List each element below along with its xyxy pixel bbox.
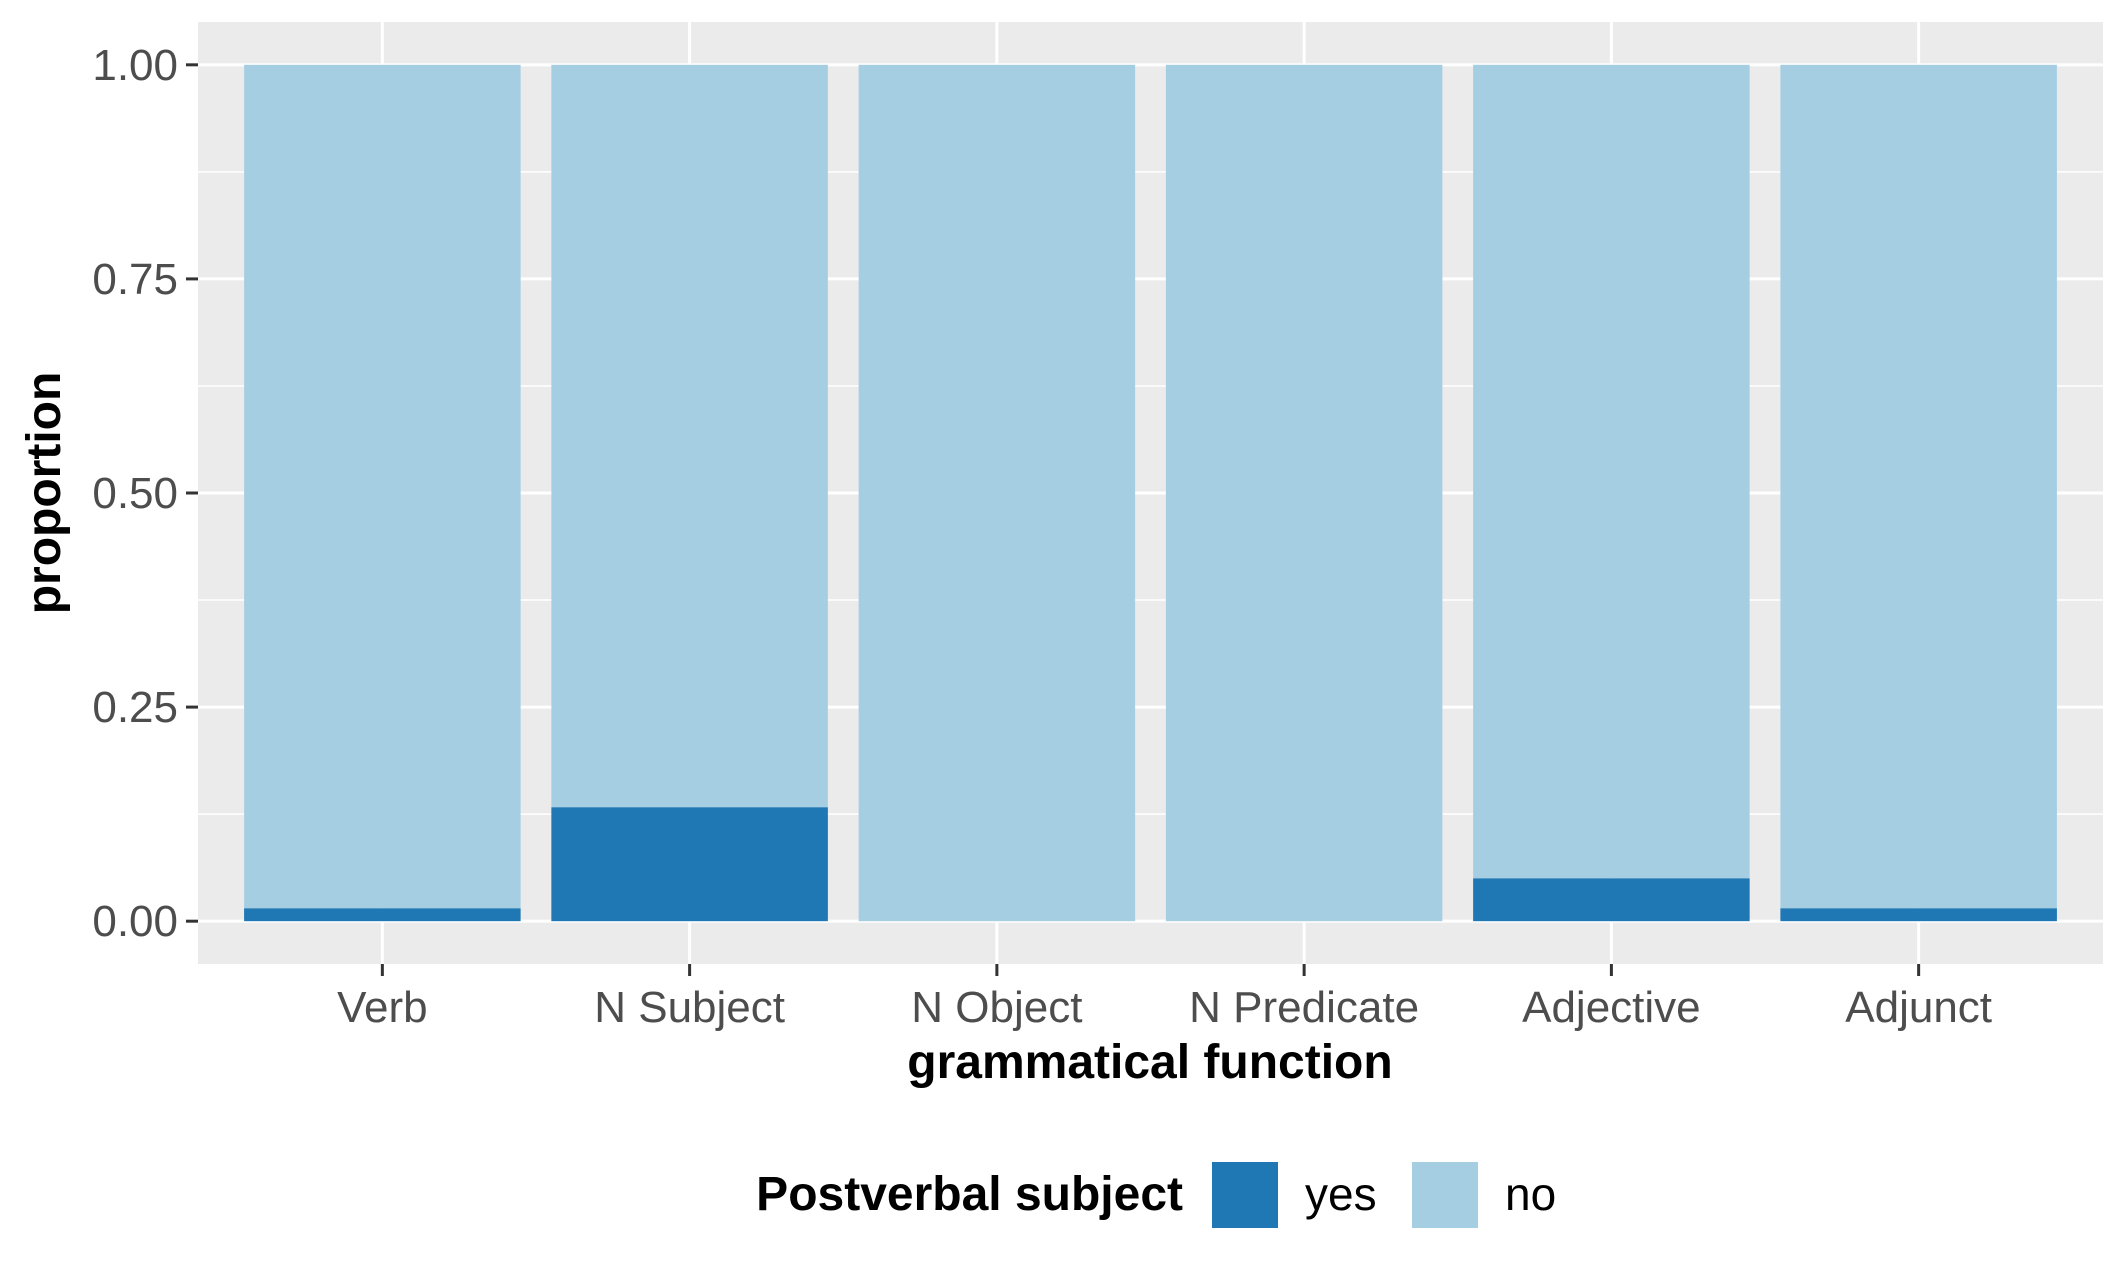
legend-swatch-no xyxy=(1412,1162,1478,1228)
y-tick-label: 0.00 xyxy=(92,897,178,946)
x-tick-label: Adjective xyxy=(1522,983,1701,1032)
x-tick-label: Verb xyxy=(337,983,428,1032)
x-tick-label: N Object xyxy=(911,983,1082,1032)
y-tick-label: 0.75 xyxy=(92,255,178,304)
bar-segment-no xyxy=(244,64,521,909)
legend: Postverbal subject yes no xyxy=(756,1162,1556,1228)
legend-swatch-yes xyxy=(1212,1162,1278,1228)
x-axis-title: grammatical function xyxy=(907,1036,1392,1089)
axes: 0.00 0.25 0.50 0.75 1.00 Verb N Subject N Objec… xyxy=(92,41,1992,1032)
legend-label-yes: yes xyxy=(1305,1168,1377,1220)
bar-segment-yes xyxy=(244,908,521,922)
bar-segment-no xyxy=(551,64,828,808)
legend-title: Postverbal subject xyxy=(756,1168,1183,1221)
y-tick-label: 0.25 xyxy=(92,683,178,732)
legend-label-no: no xyxy=(1505,1168,1556,1220)
bar-segment-yes xyxy=(1473,878,1750,922)
bar-segment-no xyxy=(858,64,1136,922)
bar-segment-no xyxy=(1473,64,1750,879)
x-tick-label: N Predicate xyxy=(1189,983,1419,1032)
bar-segment-yes xyxy=(551,807,828,922)
y-tick-label: 1.00 xyxy=(92,41,178,90)
x-tick-label: Adjunct xyxy=(1845,983,1992,1032)
y-axis-title: proportion xyxy=(18,372,71,615)
y-tick-label: 0.50 xyxy=(92,469,178,518)
bar-segment-yes xyxy=(1780,908,2057,922)
bars xyxy=(244,64,2057,922)
bar-segment-no xyxy=(1780,64,2057,909)
bar-segment-no xyxy=(1165,64,1443,922)
x-tick-label: N Subject xyxy=(594,983,785,1032)
